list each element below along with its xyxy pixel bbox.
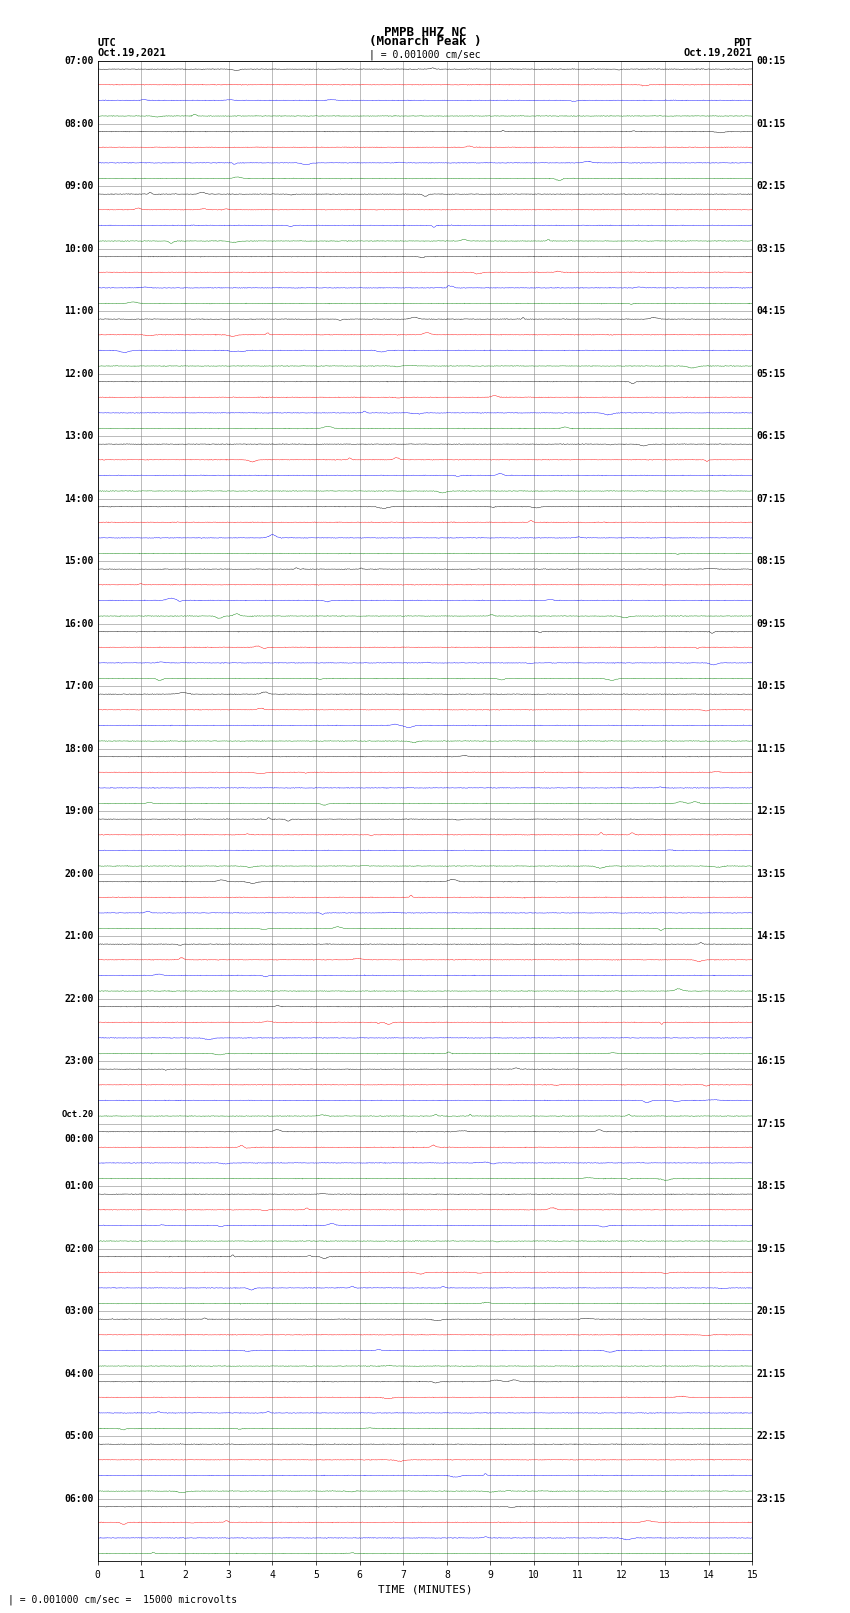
Text: 14:15: 14:15 bbox=[756, 931, 786, 942]
Text: 06:00: 06:00 bbox=[64, 1494, 94, 1503]
Text: 19:00: 19:00 bbox=[64, 806, 94, 816]
Text: 15:00: 15:00 bbox=[64, 556, 94, 566]
Text: 15:15: 15:15 bbox=[756, 994, 786, 1003]
Text: 17:00: 17:00 bbox=[64, 681, 94, 692]
Text: 02:00: 02:00 bbox=[64, 1244, 94, 1253]
Text: 16:15: 16:15 bbox=[756, 1057, 786, 1066]
Text: 18:15: 18:15 bbox=[756, 1181, 786, 1192]
Text: 21:00: 21:00 bbox=[64, 931, 94, 942]
Text: 09:15: 09:15 bbox=[756, 619, 786, 629]
Text: 00:00: 00:00 bbox=[64, 1134, 94, 1145]
Text: | = 0.001000 cm/sec: | = 0.001000 cm/sec bbox=[369, 48, 481, 60]
Text: 07:15: 07:15 bbox=[756, 494, 786, 503]
Text: 20:15: 20:15 bbox=[756, 1307, 786, 1316]
Text: 14:00: 14:00 bbox=[64, 494, 94, 503]
Text: 06:15: 06:15 bbox=[756, 431, 786, 442]
Text: Oct.19,2021: Oct.19,2021 bbox=[98, 48, 167, 58]
Text: 03:00: 03:00 bbox=[64, 1307, 94, 1316]
Text: 04:15: 04:15 bbox=[756, 306, 786, 316]
Text: 05:15: 05:15 bbox=[756, 369, 786, 379]
Text: 23:15: 23:15 bbox=[756, 1494, 786, 1503]
Text: 11:00: 11:00 bbox=[64, 306, 94, 316]
Text: Oct.20: Oct.20 bbox=[61, 1110, 94, 1119]
Text: 22:15: 22:15 bbox=[756, 1431, 786, 1442]
Text: 11:15: 11:15 bbox=[756, 744, 786, 753]
Text: 10:15: 10:15 bbox=[756, 681, 786, 692]
Text: 00:15: 00:15 bbox=[756, 56, 786, 66]
X-axis label: TIME (MINUTES): TIME (MINUTES) bbox=[377, 1584, 473, 1595]
Text: Oct.19,2021: Oct.19,2021 bbox=[683, 48, 752, 58]
Text: 20:00: 20:00 bbox=[64, 869, 94, 879]
Text: 03:15: 03:15 bbox=[756, 244, 786, 253]
Text: 01:00: 01:00 bbox=[64, 1181, 94, 1192]
Text: 12:15: 12:15 bbox=[756, 806, 786, 816]
Text: 17:15: 17:15 bbox=[756, 1119, 786, 1129]
Text: 05:00: 05:00 bbox=[64, 1431, 94, 1442]
Text: 22:00: 22:00 bbox=[64, 994, 94, 1003]
Text: UTC: UTC bbox=[98, 39, 116, 48]
Text: (Monarch Peak ): (Monarch Peak ) bbox=[369, 35, 481, 48]
Text: 09:00: 09:00 bbox=[64, 181, 94, 192]
Text: 18:00: 18:00 bbox=[64, 744, 94, 753]
Text: | = 0.001000 cm/sec =  15000 microvolts: | = 0.001000 cm/sec = 15000 microvolts bbox=[8, 1594, 238, 1605]
Text: 12:00: 12:00 bbox=[64, 369, 94, 379]
Text: 19:15: 19:15 bbox=[756, 1244, 786, 1253]
Text: 07:00: 07:00 bbox=[64, 56, 94, 66]
Text: 13:00: 13:00 bbox=[64, 431, 94, 442]
Text: 01:15: 01:15 bbox=[756, 119, 786, 129]
Text: 04:00: 04:00 bbox=[64, 1369, 94, 1379]
Text: 21:15: 21:15 bbox=[756, 1369, 786, 1379]
Text: 08:00: 08:00 bbox=[64, 119, 94, 129]
Text: 23:00: 23:00 bbox=[64, 1057, 94, 1066]
Text: 10:00: 10:00 bbox=[64, 244, 94, 253]
Text: 16:00: 16:00 bbox=[64, 619, 94, 629]
Text: PMPB HHZ NC: PMPB HHZ NC bbox=[383, 26, 467, 39]
Text: 13:15: 13:15 bbox=[756, 869, 786, 879]
Text: 02:15: 02:15 bbox=[756, 181, 786, 192]
Text: 08:15: 08:15 bbox=[756, 556, 786, 566]
Text: PDT: PDT bbox=[734, 39, 752, 48]
